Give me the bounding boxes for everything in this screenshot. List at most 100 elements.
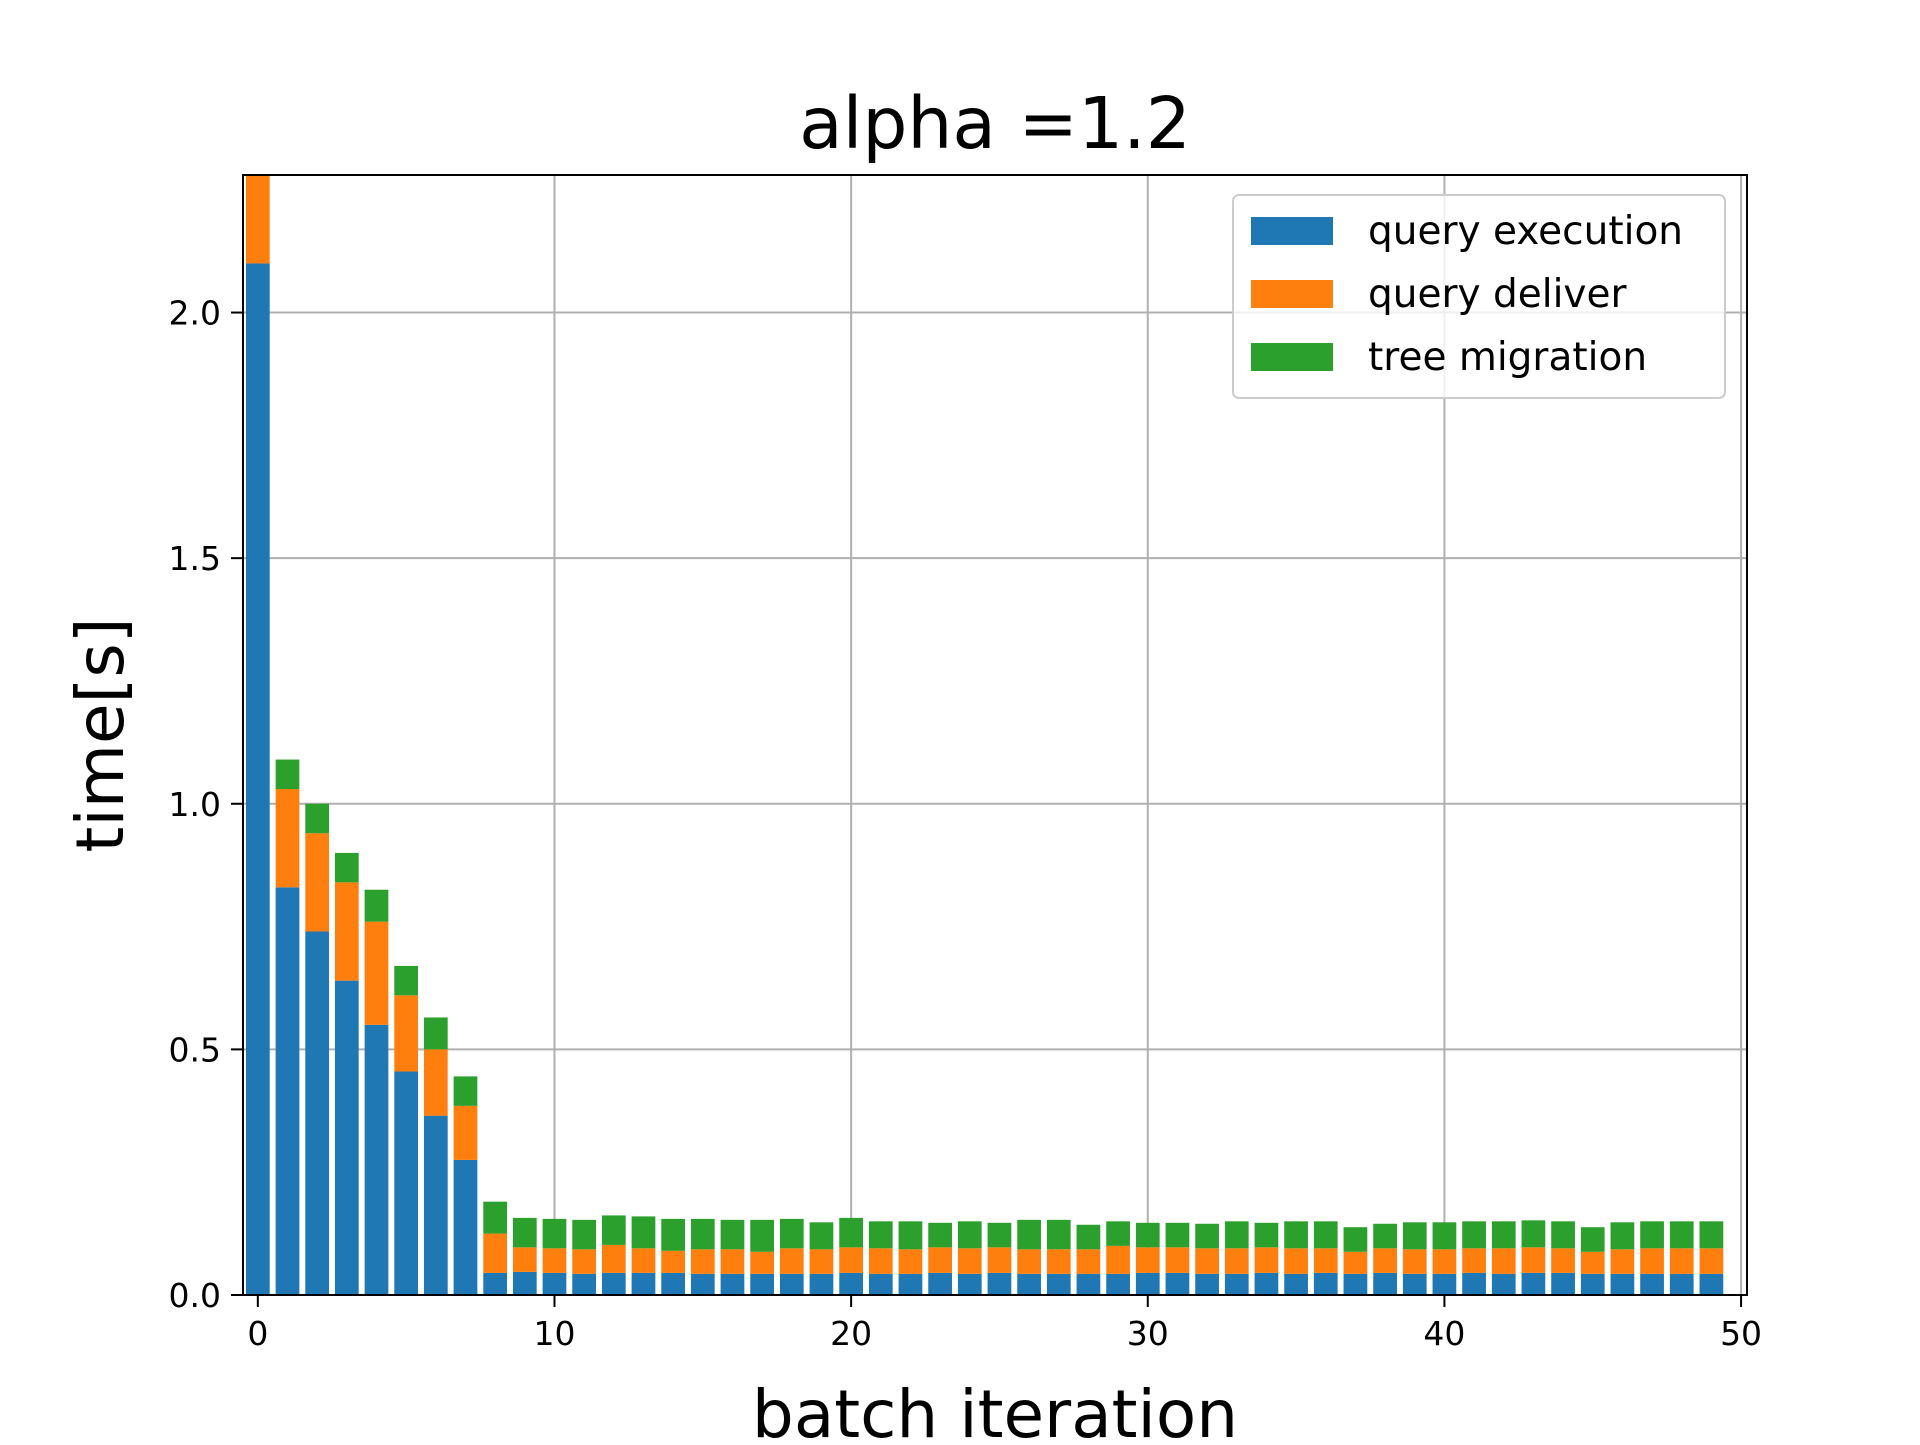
- legend-swatch: [1251, 217, 1333, 245]
- bar-segment-tree-migration: [928, 1222, 952, 1248]
- bar-segment-query-execution: [423, 1115, 448, 1295]
- bar-segment-query-execution: [1046, 1273, 1071, 1295]
- bar-segment-tree-migration: [1432, 1222, 1457, 1250]
- bar-segment-query-deliver: [661, 1250, 686, 1273]
- bar-segment-query-deliver: [868, 1248, 893, 1274]
- bar-segment-query-deliver: [275, 789, 300, 888]
- bar-segment-query-execution: [868, 1273, 893, 1295]
- y-tick-label: 2.0: [169, 294, 221, 333]
- bar-segment-query-deliver: [898, 1249, 923, 1274]
- bar-segment-query-execution: [1165, 1272, 1190, 1295]
- bar-segment-tree-migration: [631, 1216, 656, 1249]
- bar-segment-query-execution: [1343, 1273, 1368, 1295]
- bar-segment-tree-migration: [305, 803, 330, 834]
- bar-segment-tree-migration: [1402, 1222, 1427, 1250]
- bar-segment-query-execution: [928, 1272, 952, 1295]
- bar-segment-tree-migration: [1017, 1219, 1041, 1250]
- bar-segment-query-execution: [394, 1071, 419, 1295]
- bar-segment-tree-migration: [868, 1221, 893, 1249]
- y-tick-label: 1.5: [169, 539, 221, 578]
- bar-segment-tree-migration: [809, 1222, 834, 1250]
- bar-segment-query-execution: [1610, 1273, 1635, 1295]
- bar-segment-tree-migration: [1551, 1221, 1575, 1249]
- bar-segment-query-deliver: [1076, 1249, 1101, 1274]
- bar-segment-query-execution: [1432, 1273, 1457, 1295]
- bar-segment-tree-migration: [987, 1222, 1012, 1248]
- bar-segment-query-deliver: [1254, 1247, 1279, 1273]
- bar-segment-query-execution: [601, 1272, 626, 1295]
- bar-segment-query-execution: [512, 1271, 537, 1295]
- bar-segment-query-deliver: [1699, 1248, 1724, 1274]
- bar-segment-tree-migration: [1521, 1220, 1546, 1248]
- bar-segment-tree-migration: [1462, 1221, 1486, 1249]
- bar-segment-query-execution: [1313, 1272, 1338, 1295]
- bar-segment-tree-migration: [750, 1219, 774, 1252]
- bar-segment-query-deliver: [512, 1247, 537, 1272]
- x-tick-label: 30: [1127, 1314, 1169, 1353]
- bar-segment-query-execution: [750, 1273, 774, 1295]
- bar-segment-tree-migration: [1165, 1222, 1190, 1248]
- bar-segment-query-execution: [1195, 1273, 1219, 1295]
- bar-segment-tree-migration: [1580, 1227, 1605, 1252]
- bar-segment-tree-migration: [779, 1218, 804, 1249]
- y-tick-label: 0.0: [169, 1276, 221, 1315]
- bar-segment-tree-migration: [1224, 1221, 1249, 1249]
- bar-segment-query-deliver: [394, 995, 419, 1072]
- legend: query execution query deliver tree migrati…: [1232, 194, 1726, 399]
- bar-segment-tree-migration: [661, 1218, 686, 1251]
- bar-segment-query-deliver: [631, 1248, 656, 1273]
- bar-segment-tree-migration: [275, 759, 300, 790]
- legend-label: query execution: [1368, 209, 1683, 254]
- bar-segment-tree-migration: [483, 1201, 508, 1234]
- bar-segment-tree-migration: [394, 965, 419, 996]
- bar-segment-tree-migration: [1284, 1221, 1308, 1249]
- bar-segment-tree-migration: [1254, 1222, 1279, 1248]
- bar-segment-tree-migration: [1195, 1223, 1219, 1249]
- bar-segment-query-deliver: [1373, 1248, 1397, 1273]
- bar-segment-query-deliver: [334, 882, 359, 981]
- x-axis-title: batch iteration: [752, 1376, 1238, 1440]
- x-tick-label: 40: [1423, 1314, 1465, 1353]
- bar-segment-tree-migration: [1699, 1221, 1724, 1249]
- bar-segment-query-deliver: [1610, 1249, 1635, 1274]
- bar-segment-tree-migration: [839, 1217, 863, 1248]
- bar-segment-query-deliver: [423, 1049, 448, 1116]
- bar-segment-query-execution: [245, 263, 270, 1295]
- bar-segment-query-execution: [1551, 1272, 1575, 1295]
- bar-segment-tree-migration: [1669, 1221, 1694, 1249]
- bar-segment-query-execution: [1076, 1273, 1101, 1295]
- bar-segment-query-execution: [1580, 1273, 1605, 1295]
- bar-segment-query-deliver: [542, 1248, 567, 1273]
- bar-segment-query-execution: [1373, 1272, 1397, 1295]
- bar-segment-query-deliver: [1551, 1248, 1575, 1273]
- bar-segment-tree-migration: [572, 1219, 597, 1250]
- bar-segment-query-deliver: [483, 1233, 508, 1273]
- legend-label: tree migration: [1368, 335, 1647, 380]
- bar-segment-tree-migration: [898, 1221, 923, 1250]
- bar-segment-query-deliver: [928, 1247, 952, 1273]
- bar-segment-query-deliver: [779, 1248, 804, 1274]
- bar-segment-tree-migration: [1343, 1227, 1368, 1252]
- legend-swatch: [1251, 280, 1333, 308]
- bar-segment-query-execution: [1254, 1272, 1279, 1295]
- bar-segment-query-deliver: [1491, 1248, 1516, 1274]
- bar-segment-query-deliver: [1521, 1247, 1546, 1273]
- bar-segment-query-deliver: [987, 1247, 1012, 1273]
- bar-segment-tree-migration: [453, 1076, 478, 1106]
- bar-segment-query-execution: [1640, 1273, 1664, 1295]
- bar-segment-query-execution: [1462, 1272, 1486, 1295]
- bar-segment-query-deliver: [750, 1251, 774, 1274]
- bar-segment-query-deliver: [1313, 1248, 1338, 1273]
- bar-segment-query-deliver: [245, 175, 270, 264]
- bar-segment-query-execution: [898, 1273, 923, 1295]
- bar-segment-tree-migration: [334, 852, 359, 883]
- bar-segment-query-deliver: [1284, 1248, 1308, 1274]
- bar-segment-query-execution: [1017, 1273, 1041, 1295]
- bar-segment-query-execution: [1284, 1273, 1308, 1295]
- bar-segment-query-execution: [631, 1272, 656, 1295]
- bar-segment-query-deliver: [1402, 1249, 1427, 1274]
- bar-segment-query-execution: [720, 1273, 745, 1295]
- bar-segment-query-execution: [275, 887, 300, 1295]
- bar-segment-query-execution: [1224, 1273, 1249, 1295]
- bar-segment-query-execution: [957, 1273, 982, 1295]
